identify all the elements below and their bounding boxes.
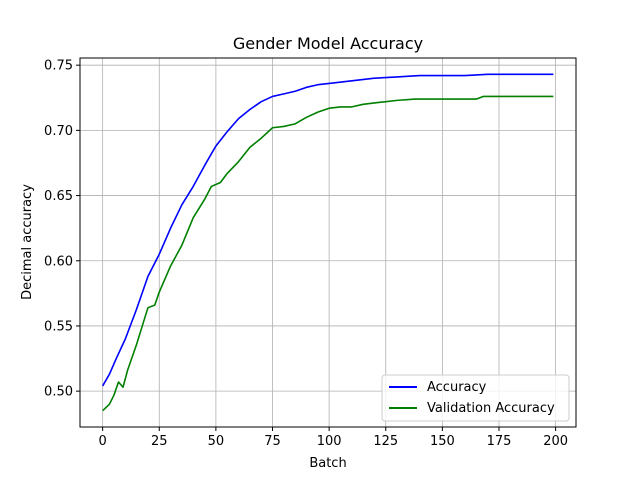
x-tick-label: 125 [373,434,398,449]
y-tick-label: 0.75 [44,59,73,74]
y-tick-label: 0.60 [44,254,73,269]
legend-label-accuracy: Accuracy [427,380,487,395]
validation-accuracy-line [102,95,554,412]
series-lines [101,73,554,412]
x-tick-label: 0 [99,434,107,449]
legend-box [381,374,570,422]
x-tick-label: 200 [543,434,568,449]
y-tick-label: 0.70 [44,124,73,139]
y-axis-label: Decimal accuracy [20,184,35,300]
x-tick-label: 100 [317,434,342,449]
x-tick-label: 75 [264,434,281,449]
y-tick-label: 0.50 [44,385,73,400]
x-axis-ticks: 0 25 50 75 100 125 150 175 200 [99,427,568,449]
x-tick-label: 50 [208,434,225,449]
y-tick-label: 0.65 [44,189,73,204]
chart-title: Gender Model Accuracy [233,34,423,53]
plot-frame [79,57,577,428]
x-tick-label: 150 [430,434,455,449]
legend: Accuracy Validation Accuracy [381,374,570,422]
x-tick-label: 175 [487,434,512,449]
accuracy-line [101,73,554,387]
x-axis-label: Batch [309,456,346,471]
y-tick-label: 0.55 [44,319,73,334]
x-tick-label: 25 [151,434,168,449]
y-axis-ticks: 0.50 0.55 0.60 0.65 0.70 0.75 [44,59,80,400]
legend-label-validation-accuracy: Validation Accuracy [427,401,555,416]
